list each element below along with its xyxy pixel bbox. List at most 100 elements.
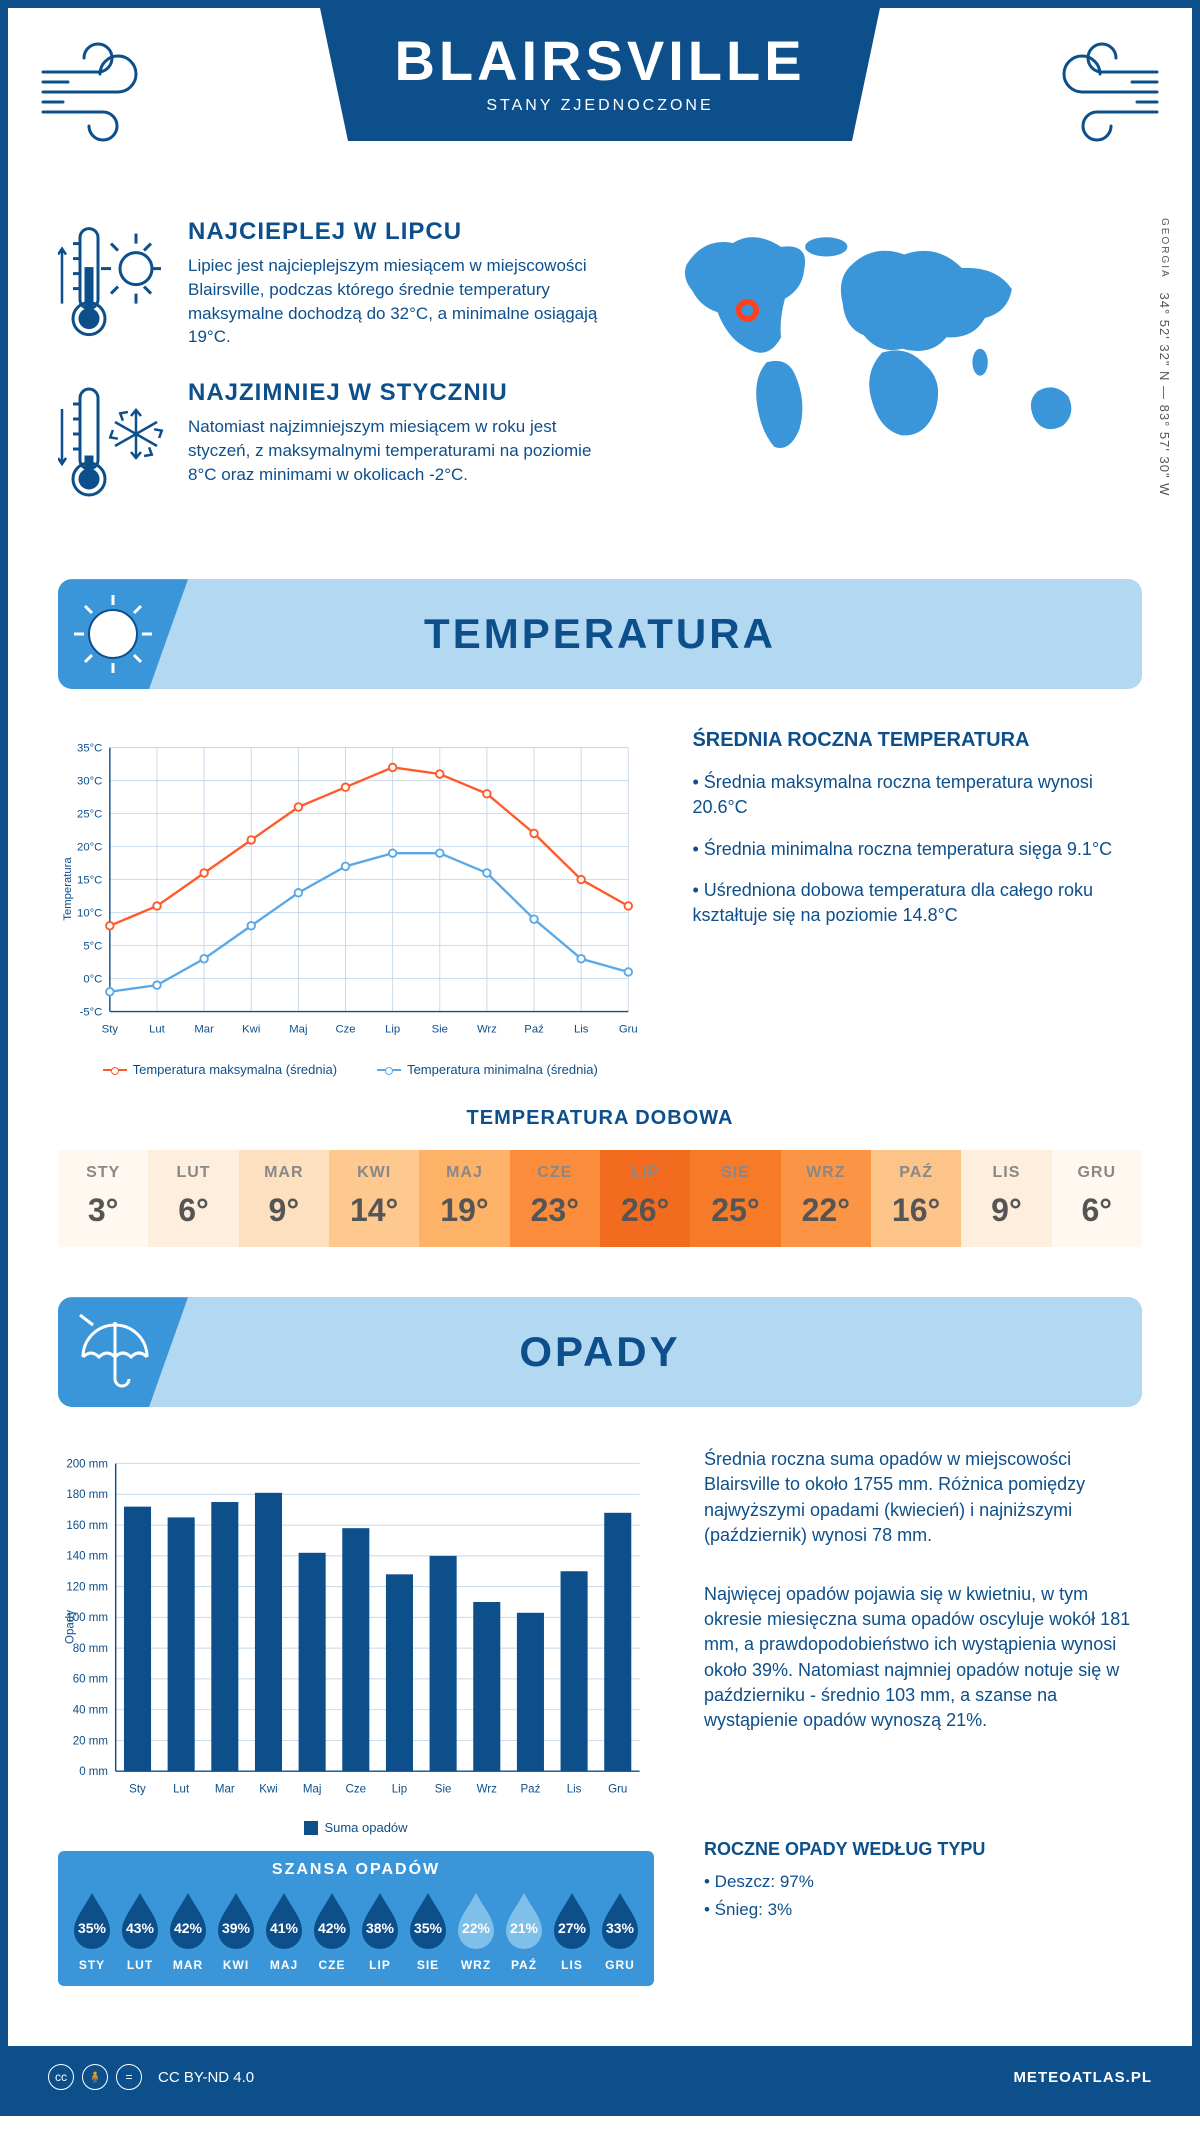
chance-drop: 42% CZE [308,1889,356,1972]
avg-temp-title: ŚREDNIA ROCZNA TEMPERATURA [692,729,1142,752]
daily-temp-strip: STY3°LUT6°MAR9°KWI14°MAJ19°CZE23°LIP26°S… [58,1150,1142,1247]
chance-drop: 21% PAŹ [500,1889,548,1972]
precip-type-title: ROCZNE OPADY WEDŁUG TYPU [704,1839,1142,1860]
footer: cc 🧍 = CC BY-ND 4.0 METEOATLAS.PL [8,2046,1192,2108]
svg-text:15°C: 15°C [77,875,102,887]
wind-icon [1022,42,1162,142]
svg-text:0 mm: 0 mm [79,1766,108,1778]
thermometer-hot-icon [58,218,168,349]
precip-para: Najwięcej opadów pojawia się w kwietniu,… [704,1582,1142,1733]
temperature-banner: TEMPERATURA [58,579,1142,689]
thermometer-cold-icon [58,379,168,509]
precip-banner: OPADY [58,1297,1142,1407]
chance-drop: 22% WRZ [452,1889,500,1972]
svg-text:Kwi: Kwi [242,1023,260,1035]
svg-text:Sie: Sie [435,1784,452,1796]
hot-text: Lipiec jest najcieplejszym miesiącem w m… [188,254,605,349]
svg-text:60 mm: 60 mm [73,1674,108,1686]
svg-text:Cze: Cze [346,1784,366,1796]
site-name: METEOATLAS.PL [1013,2069,1152,2086]
wind-icon [38,42,178,142]
svg-text:42%: 42% [318,1920,347,1936]
svg-text:Lip: Lip [385,1023,400,1035]
temp-chart-legend: Temperatura maksymalna (średnia) Tempera… [58,1062,642,1077]
cold-text: Natomiast najzimniejszym miesiącem w rok… [188,415,605,486]
svg-text:35%: 35% [414,1920,443,1936]
title-banner: BLAIRSVILLE STANY ZJEDNOCZONE [320,8,880,141]
cc-icon: cc [48,2064,74,2090]
svg-text:Gru: Gru [608,1784,627,1796]
chance-drop: 41% MAJ [260,1889,308,1972]
country-subtitle: STANY ZJEDNOCZONE [320,97,880,115]
svg-text:-5°C: -5°C [80,1007,103,1019]
precip-chance-panel: SZANSA OPADÓW 35% STY 43% LUT 42% MAR 39… [58,1851,654,1986]
avg-bullet: • Uśredniona dobowa temperatura dla całe… [692,878,1142,928]
city-title: BLAIRSVILLE [320,28,880,93]
precip-chart-legend: Suma opadów [58,1820,654,1835]
svg-text:22%: 22% [462,1920,491,1936]
svg-text:35%: 35% [78,1920,107,1936]
umbrella-icon [68,1307,158,1397]
svg-text:Wrz: Wrz [477,1784,497,1796]
svg-text:Mar: Mar [215,1784,235,1796]
daily-temp-title: TEMPERATURA DOBOWA [58,1107,1142,1130]
svg-text:Lis: Lis [574,1023,589,1035]
svg-text:140 mm: 140 mm [66,1551,108,1563]
svg-text:38%: 38% [366,1920,395,1936]
chance-drop: 35% SIE [404,1889,452,1972]
svg-text:160 mm: 160 mm [66,1520,108,1532]
svg-text:Sty: Sty [129,1784,146,1796]
precip-heading: OPADY [519,1328,680,1376]
daily-temp-cell: WRZ22° [781,1150,871,1247]
svg-text:Lut: Lut [173,1784,190,1796]
daily-temp-cell: LUT6° [148,1150,238,1247]
svg-text:Lip: Lip [392,1784,407,1796]
svg-text:30°C: 30°C [77,776,102,788]
precip-para: Średnia roczna suma opadów w miejscowośc… [704,1447,1142,1548]
svg-text:5°C: 5°C [83,941,102,953]
daily-temp-cell: CZE23° [510,1150,600,1247]
nd-icon: = [116,2064,142,2090]
svg-text:20 mm: 20 mm [73,1735,108,1747]
world-map [645,218,1142,468]
svg-text:120 mm: 120 mm [66,1582,108,1594]
chance-drop: 33% GRU [596,1889,644,1972]
svg-text:180 mm: 180 mm [66,1489,108,1501]
svg-text:10°C: 10°C [77,908,102,920]
svg-text:0°C: 0°C [83,974,102,986]
svg-text:33%: 33% [606,1920,635,1936]
precip-type-item: • Śnieg: 3% [704,1898,1142,1922]
svg-text:80 mm: 80 mm [73,1643,108,1655]
chance-drop: 35% STY [68,1889,116,1972]
svg-text:Kwi: Kwi [259,1784,278,1796]
chance-drop: 43% LUT [116,1889,164,1972]
svg-text:Lis: Lis [567,1784,582,1796]
svg-text:43%: 43% [126,1920,155,1936]
svg-text:Wrz: Wrz [477,1023,497,1035]
svg-text:27%: 27% [558,1920,587,1936]
daily-temp-cell: LIS9° [961,1150,1051,1247]
svg-text:Mar: Mar [194,1023,214,1035]
svg-text:21%: 21% [510,1920,539,1936]
svg-text:Sie: Sie [432,1023,448,1035]
avg-bullet: • Średnia maksymalna roczna temperatura … [692,770,1142,820]
svg-text:Maj: Maj [289,1023,307,1035]
svg-text:Temperatura: Temperatura [62,857,74,921]
svg-text:25°C: 25°C [77,809,102,821]
daily-temp-cell: STY3° [58,1150,148,1247]
hot-title: NAJCIEPLEJ W LIPCU [188,218,605,246]
daily-temp-cell: LIP26° [600,1150,690,1247]
svg-text:200 mm: 200 mm [66,1459,108,1471]
svg-text:Gru: Gru [619,1023,638,1035]
temperature-line-chart: -5°C0°C5°C10°C15°C20°C25°C30°C35°CStyLut… [58,729,642,1049]
temperature-heading: TEMPERATURA [424,610,776,658]
chance-drop: 39% KWI [212,1889,260,1972]
avg-bullet: • Średnia minimalna roczna temperatura s… [692,837,1142,862]
coordinates: GEORGIA 34° 52' 32" N — 83° 57' 30" W [1157,218,1172,496]
svg-text:Lut: Lut [149,1023,166,1035]
cold-title: NAJZIMNIEJ W STYCZNIU [188,379,605,407]
sun-icon [68,589,158,679]
svg-text:Paź: Paź [524,1023,544,1035]
svg-text:Sty: Sty [102,1023,119,1035]
svg-text:39%: 39% [222,1920,251,1936]
